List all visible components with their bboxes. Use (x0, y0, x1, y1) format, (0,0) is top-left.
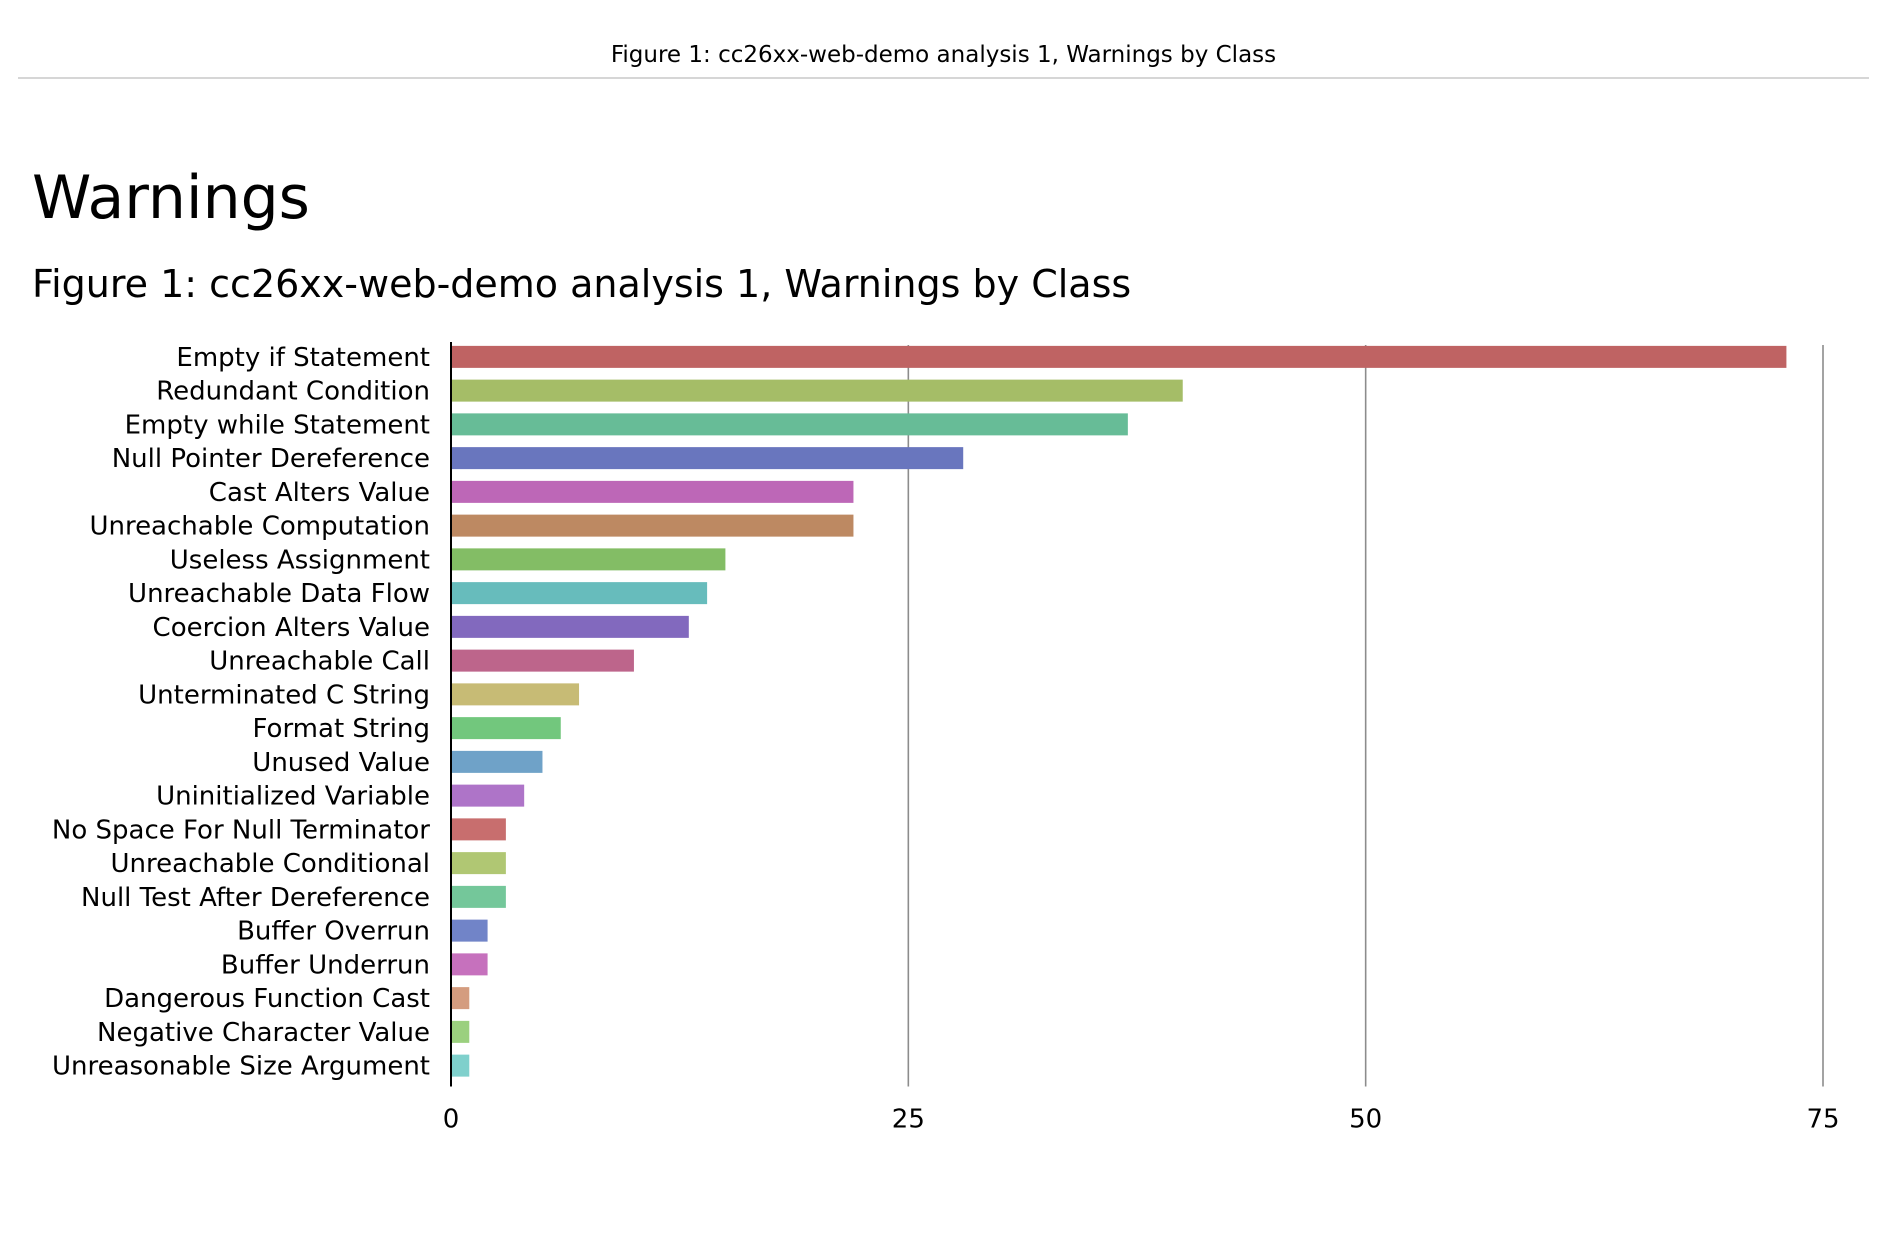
bar-unterminated-c-string (452, 683, 580, 706)
x-tick-label-75: 75 (1806, 1105, 1839, 1135)
bar-useless-assignment (452, 548, 726, 571)
category-label: Empty if Statement (176, 343, 430, 373)
section-heading: Warnings (32, 163, 310, 233)
bar-uninitialized-variable (452, 784, 525, 807)
figure-caption: Figure 1: cc26xx-web-demo analysis 1, Wa… (32, 262, 1132, 306)
x-tick-label-25: 25 (892, 1105, 925, 1135)
category-label: Useless Assignment (170, 545, 430, 575)
bar-coercion-alters-value (452, 615, 689, 638)
category-label: Redundant Condition (156, 377, 430, 407)
bar-unreasonable-size-argument (452, 1054, 470, 1077)
page-header-title: Figure 1: cc26xx-web-demo analysis 1, Wa… (610, 42, 1277, 68)
category-label: Coercion Alters Value (153, 613, 430, 643)
bar-empty-if-statement (452, 345, 1787, 368)
category-label: Unreachable Conditional (111, 849, 430, 879)
bar-unused-value (452, 750, 543, 773)
category-labels: Empty if Statement Redundant ConditionEmp… (52, 343, 430, 1082)
warnings-bar-chart: Empty if Statement Redundant ConditionEmp… (52, 342, 1840, 1135)
bar-unreachable-conditional (452, 852, 506, 875)
category-label: Empty while Statement (125, 410, 430, 440)
category-label: Unreachable Computation (89, 512, 430, 542)
bar-cast-alters-value (452, 480, 854, 503)
bar-redundant-condition (452, 379, 1183, 402)
bar-null-pointer-dereference (452, 447, 964, 470)
category-label: Buffer Underrun (221, 950, 430, 980)
category-label: Uninitialized Variable (156, 782, 430, 812)
category-label: Null Test After Dereference (81, 883, 430, 913)
grid-lines (907, 345, 1824, 1087)
bar-buffer-underrun (452, 953, 488, 976)
bar-buffer-overrun (452, 919, 488, 942)
bar-no-space-for-null-terminator (452, 818, 506, 841)
header-divider (18, 77, 1869, 79)
category-label: Unterminated C String (138, 680, 430, 710)
bar-format-string (452, 717, 561, 740)
bar-dangerous-function-cast (452, 987, 470, 1010)
category-label: Format String (253, 714, 430, 744)
category-label: No Space For Null Terminator (52, 815, 430, 845)
x-tick-label-50: 50 (1349, 1105, 1382, 1135)
category-label: Buffer Overrun (237, 917, 430, 947)
category-label: Unreachable Call (209, 647, 430, 677)
category-label: Null Pointer Dereference (112, 444, 430, 474)
category-label: Unreachable Data Flow (128, 579, 430, 609)
bar-empty-while-statement (452, 413, 1128, 436)
category-label: Cast Alters Value (209, 478, 430, 508)
bar-negative-character-value (452, 1020, 470, 1043)
category-label: Unreasonable Size Argument (52, 1052, 430, 1082)
category-label: Negative Character Value (97, 1018, 430, 1048)
bar-unreachable-computation (452, 514, 854, 537)
bar-unreachable-call (452, 649, 634, 672)
bar-null-test-after-dereference (452, 885, 506, 908)
category-label: Unused Value (252, 748, 430, 778)
category-label: Dangerous Function Cast (104, 984, 430, 1014)
bar-unreachable-data-flow (452, 582, 708, 605)
tick-labels: 0 25 50 75 (443, 1105, 1840, 1135)
bars (452, 345, 1787, 1077)
x-tick-label-0: 0 (443, 1105, 460, 1135)
